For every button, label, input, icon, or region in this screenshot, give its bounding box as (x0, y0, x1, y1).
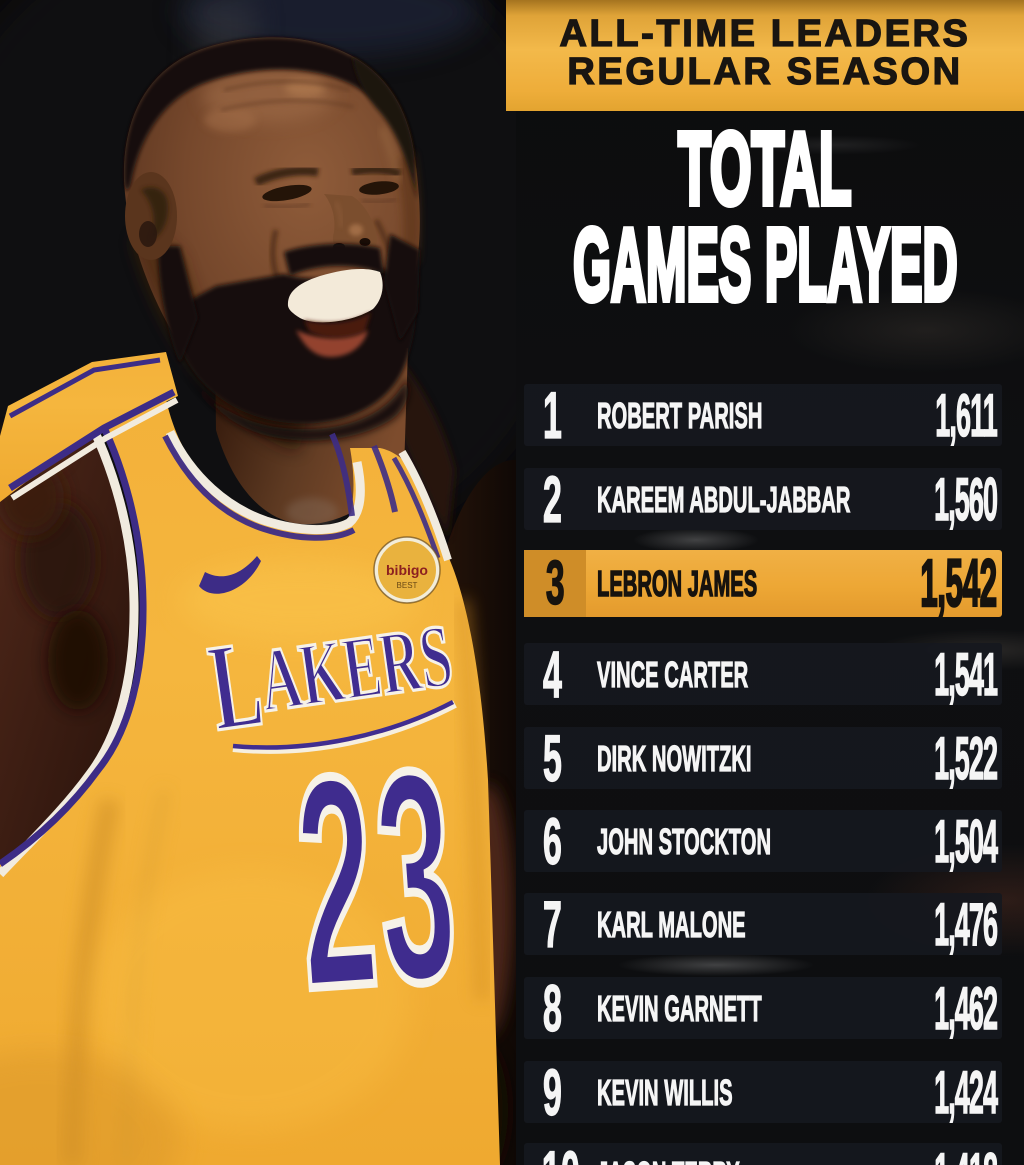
svg-text:BEST: BEST (397, 581, 418, 590)
svg-text:23: 23 (287, 707, 469, 1053)
svg-text:bibigo: bibigo (386, 562, 428, 578)
